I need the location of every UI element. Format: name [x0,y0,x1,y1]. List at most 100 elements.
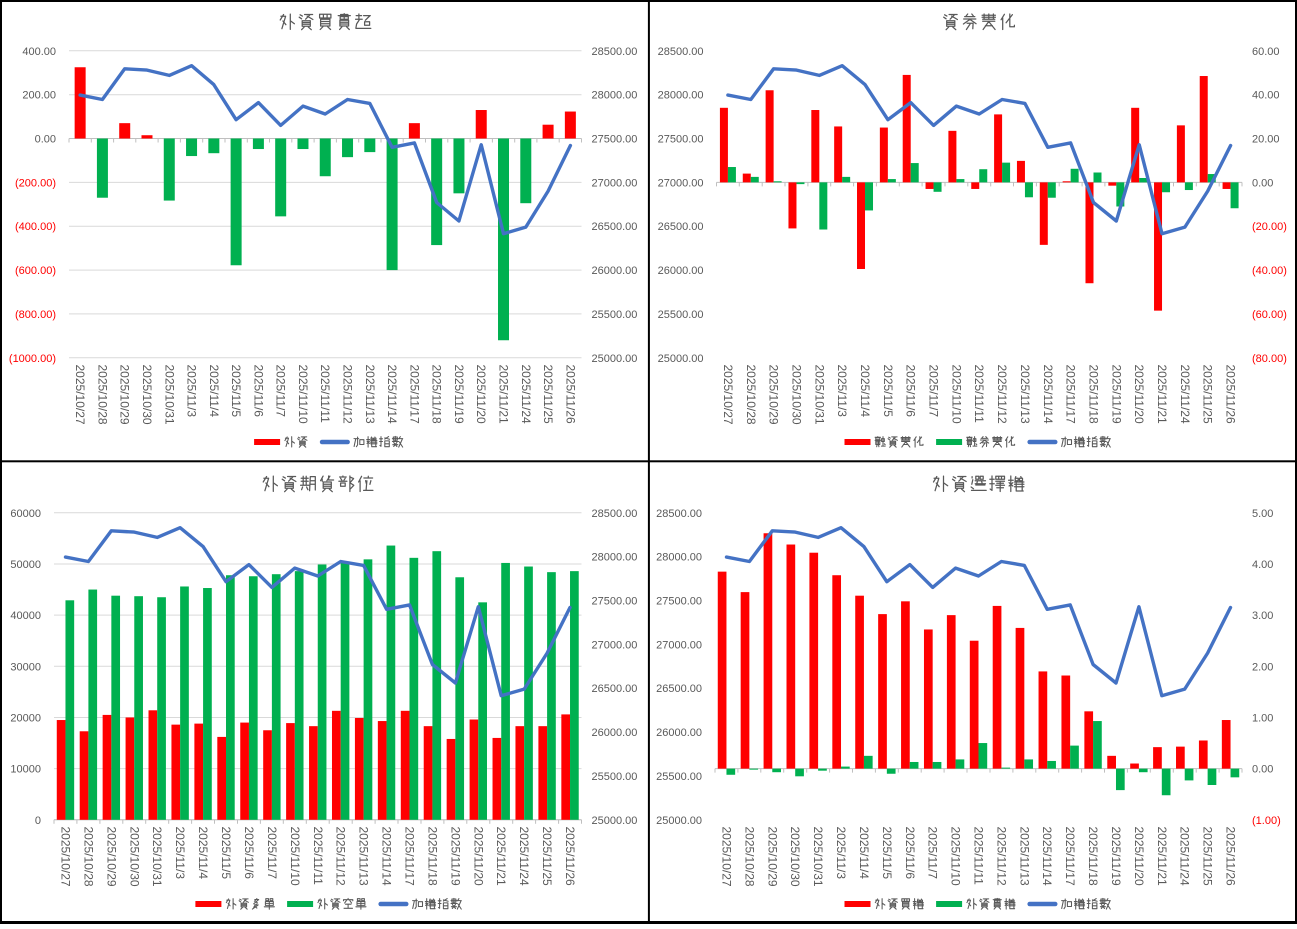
svg-text:40000: 40000 [10,610,41,622]
svg-text:2025/11/14: 2025/11/14 [380,827,394,886]
svg-text:2025/11/11: 2025/11/11 [972,365,986,424]
svg-text:10000: 10000 [10,764,41,776]
svg-text:2025/11/3: 2025/11/3 [834,827,848,880]
svg-text:2025/10/28: 2025/10/28 [744,365,758,425]
svg-text:1.00: 1.00 [1252,713,1273,725]
svg-text:25500.00: 25500.00 [658,309,704,321]
svg-text:2025/10/29: 2025/10/29 [767,365,781,425]
svg-text:25500.00: 25500.00 [592,771,638,783]
svg-text:2025/11/21: 2025/11/21 [1155,365,1169,424]
svg-text:2025/10/27: 2025/10/27 [720,827,734,887]
svg-text:2025/11/19: 2025/11/19 [448,827,462,886]
svg-text:200.00: 200.00 [22,90,56,102]
svg-text:3.00: 3.00 [1252,610,1273,622]
svg-text:2025/10/30: 2025/10/30 [788,827,802,887]
svg-text:2025/11/25: 2025/11/25 [540,827,554,886]
svg-text:2025/11/10: 2025/11/10 [288,827,302,886]
svg-text:2025/11/6: 2025/11/6 [242,827,256,880]
svg-text:2025/11/18: 2025/11/18 [430,365,444,424]
svg-text:28000.00: 28000.00 [592,90,638,102]
svg-text:27500.00: 27500.00 [656,596,702,608]
svg-text:2025/11/21: 2025/11/21 [497,365,511,424]
svg-text:2025/11/17: 2025/11/17 [403,827,417,886]
svg-text:2025/11/18: 2025/11/18 [425,827,439,886]
svg-text:27500.00: 27500.00 [658,134,704,146]
svg-text:2025/11/12: 2025/11/12 [341,365,355,424]
svg-text:28500.00: 28500.00 [658,46,704,58]
svg-text:50000: 50000 [10,559,41,571]
svg-text:2025/11/7: 2025/11/7 [926,827,940,880]
svg-text:(80.00): (80.00) [1252,353,1287,365]
svg-text:2025/11/5: 2025/11/5 [881,365,895,418]
svg-text:40.00: 40.00 [1252,90,1280,102]
svg-text:4.00: 4.00 [1252,559,1273,571]
svg-text:2025/11/7: 2025/11/7 [265,827,279,880]
svg-text:2025/11/24: 2025/11/24 [1178,365,1192,424]
svg-text:2025/11/10: 2025/11/10 [949,365,963,424]
svg-text:2025/10/30: 2025/10/30 [127,827,141,887]
svg-text:2025/11/26: 2025/11/26 [563,827,577,886]
svg-text:26000.00: 26000.00 [592,727,638,739]
svg-text:2025/11/24: 2025/11/24 [517,827,531,886]
svg-text:(1.00): (1.00) [1252,815,1281,827]
svg-text:2025/11/19: 2025/11/19 [1109,827,1123,886]
svg-text:25000.00: 25000.00 [592,815,638,827]
svg-text:2025/10/27: 2025/10/27 [721,365,735,425]
svg-text:2025/10/27: 2025/10/27 [73,365,87,425]
svg-text:5.00: 5.00 [1252,508,1273,520]
svg-text:60000: 60000 [10,508,41,520]
svg-text:(20.00): (20.00) [1252,221,1287,233]
svg-text:2025/11/26: 2025/11/26 [1224,827,1238,886]
svg-text:20.00: 20.00 [1252,134,1280,146]
svg-text:2025/11/26: 2025/11/26 [563,365,577,424]
svg-text:2025/11/17: 2025/11/17 [407,365,421,424]
svg-text:2025/10/29: 2025/10/29 [104,827,118,887]
svg-text:27000.00: 27000.00 [658,177,704,189]
svg-text:26500.00: 26500.00 [658,221,704,233]
svg-text:0.00: 0.00 [1252,177,1273,189]
svg-text:2025/11/3: 2025/11/3 [173,827,187,880]
svg-text:27000.00: 27000.00 [656,639,702,651]
svg-text:26500.00: 26500.00 [592,683,638,695]
svg-text:28000.00: 28000.00 [656,552,702,564]
svg-text:2025/10/31: 2025/10/31 [162,365,176,425]
svg-text:2025/11/5: 2025/11/5 [880,827,894,880]
svg-text:20000: 20000 [10,713,41,725]
svg-text:2025/11/13: 2025/11/13 [1017,827,1031,886]
svg-text:2025/11/5: 2025/11/5 [219,827,233,880]
svg-text:2025/11/11: 2025/11/11 [311,827,325,886]
svg-text:28000.00: 28000.00 [592,552,638,564]
svg-text:0.00: 0.00 [1252,764,1273,776]
svg-text:2025/11/7: 2025/11/7 [927,365,941,418]
svg-text:2025/10/29: 2025/10/29 [118,365,132,425]
svg-text:2025/11/26: 2025/11/26 [1224,365,1238,424]
svg-text:2025/11/17: 2025/11/17 [1063,827,1077,886]
svg-text:2025/11/10: 2025/11/10 [949,827,963,886]
svg-text:2025/11/11: 2025/11/11 [972,827,986,886]
svg-text:2025/11/25: 2025/11/25 [1201,827,1215,886]
svg-text:2025/10/27: 2025/10/27 [59,827,73,887]
svg-text:26500.00: 26500.00 [656,683,702,695]
svg-text:(600.00): (600.00) [15,265,56,277]
svg-text:25500.00: 25500.00 [592,309,638,321]
svg-text:2025/11/14: 2025/11/14 [1040,827,1054,886]
svg-text:2025/11/14: 2025/11/14 [1041,365,1055,424]
svg-text:(200.00): (200.00) [15,177,56,189]
svg-text:27500.00: 27500.00 [592,134,638,146]
svg-text:2025/11/20: 2025/11/20 [1132,827,1146,886]
svg-text:2025/10/30: 2025/10/30 [140,365,154,425]
svg-text:2025/11/20: 2025/11/20 [474,365,488,424]
svg-text:2025/11/18: 2025/11/18 [1086,827,1100,886]
svg-text:28500.00: 28500.00 [592,508,638,520]
svg-text:60.00: 60.00 [1252,46,1280,58]
svg-text:(400.00): (400.00) [15,221,56,233]
svg-text:2025/11/21: 2025/11/21 [1155,827,1169,886]
svg-text:2025/11/17: 2025/11/17 [1064,365,1078,424]
svg-text:2025/11/20: 2025/11/20 [1132,365,1146,424]
svg-text:2025/11/25: 2025/11/25 [1201,365,1215,424]
svg-text:25000.00: 25000.00 [592,353,638,365]
svg-text:26000.00: 26000.00 [592,265,638,277]
svg-text:2025/11/11: 2025/11/11 [318,365,332,424]
svg-text:2025/11/10: 2025/11/10 [296,365,310,424]
svg-text:2025/11/7: 2025/11/7 [274,365,288,418]
